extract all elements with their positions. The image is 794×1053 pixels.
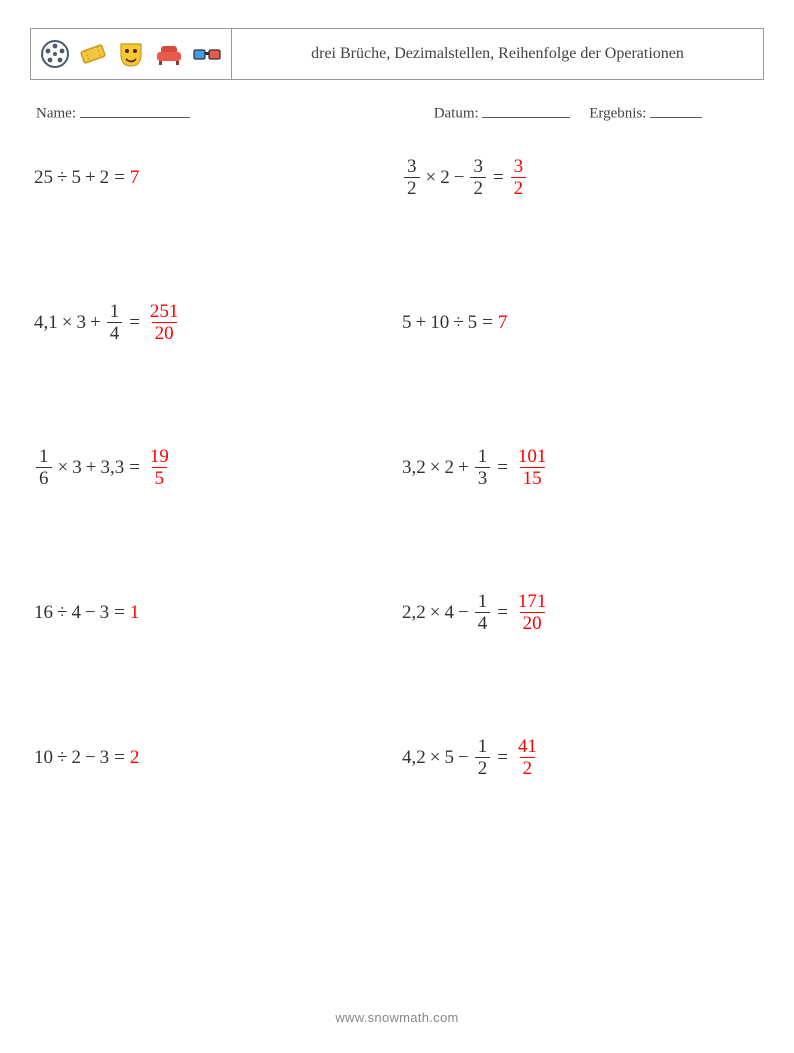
film-reel-icon	[39, 38, 71, 70]
date-label: Datum:	[434, 106, 479, 122]
worksheet-title: drei Brüche, Dezimalstellen, Reihenfolge…	[232, 40, 763, 68]
problem: 5+10÷5=7	[402, 298, 760, 348]
glasses-3d-icon	[191, 38, 223, 70]
problem: 32×2−32=32	[402, 153, 760, 203]
problem: 3,2×2+13=10115	[402, 443, 760, 493]
meta-row: Name: Datum: Ergebnis:	[30, 104, 764, 123]
result-label: Ergebnis:	[589, 106, 646, 122]
problem: 16÷4−3=1	[34, 588, 392, 638]
name-label: Name:	[36, 106, 76, 122]
result-blank	[650, 104, 702, 118]
mask-icon	[115, 38, 147, 70]
worksheet-header: drei Brüche, Dezimalstellen, Reihenfolge…	[30, 28, 764, 80]
problems-grid: 25÷5+2=732×2−32=32 4,1×3+14=251205+10÷5=7…	[30, 153, 764, 783]
problem: 10÷2−3=2	[34, 733, 392, 783]
ticket-icon	[77, 38, 109, 70]
header-icons	[31, 29, 232, 79]
problem: 16×3+3,3=195	[34, 443, 392, 493]
sofa-icon	[153, 38, 185, 70]
problem: 4,2×5−12=412	[402, 733, 760, 783]
problem: 2,2×4−14=17120	[402, 588, 760, 638]
name-blank	[80, 104, 190, 118]
date-blank	[482, 104, 570, 118]
footer-url: www.snowmath.com	[0, 1010, 794, 1025]
problem: 25÷5+2=7	[34, 153, 392, 203]
problem: 4,1×3+14=25120	[34, 298, 392, 348]
